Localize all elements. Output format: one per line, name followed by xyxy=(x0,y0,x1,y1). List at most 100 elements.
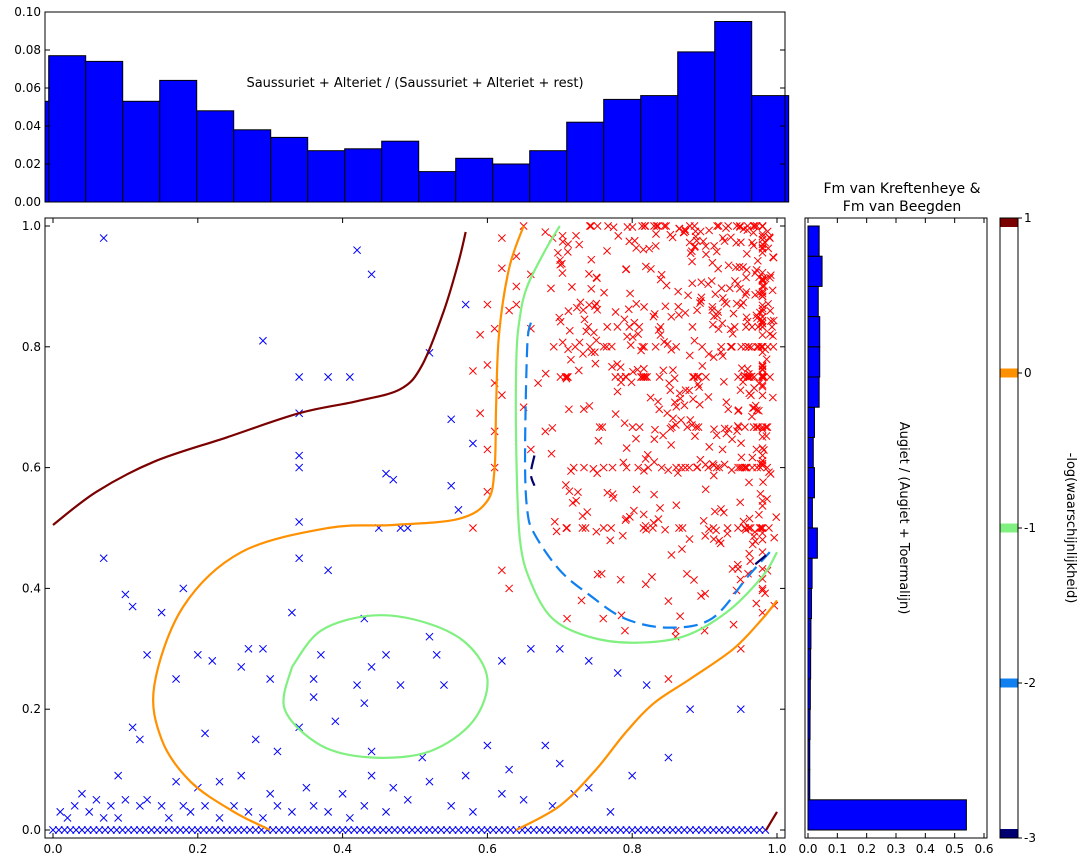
right-histogram-label: Augiet / (Augiet + Toermalijn) xyxy=(896,422,911,615)
scatter-point-blue xyxy=(408,826,417,834)
scatter-point-red xyxy=(758,584,767,593)
scatter-point-blue xyxy=(460,826,469,834)
scatter-point-blue xyxy=(215,777,224,786)
scatter-point-blue xyxy=(159,826,168,834)
scatter-point-red xyxy=(497,264,506,273)
scatter-point-red xyxy=(705,226,714,235)
colorbar-band--1 xyxy=(1000,523,1018,533)
scatter-point-blue xyxy=(237,771,246,780)
scatter-point-blue xyxy=(321,826,330,834)
scatter-point-red xyxy=(534,379,543,387)
scatter-point-red xyxy=(728,329,737,338)
scatter-point-red xyxy=(592,299,601,308)
scatter-point-blue xyxy=(295,554,304,563)
scatter-point-red xyxy=(715,536,724,545)
scatter-point-red xyxy=(748,540,757,549)
scatter-point-red xyxy=(688,322,697,331)
scatter-point-red xyxy=(578,524,587,532)
scatter-point-red xyxy=(632,434,640,443)
scatter-point-blue xyxy=(505,765,514,774)
scatter-point-red xyxy=(629,367,637,376)
scatter-point-red xyxy=(628,333,637,341)
scatter-point-blue xyxy=(101,826,110,834)
top-histogram-bar xyxy=(529,150,568,203)
scatter-point-red xyxy=(547,284,555,293)
scatter-point-red xyxy=(641,373,650,381)
scatter-point-red xyxy=(656,275,665,284)
scatter-point-red xyxy=(758,304,767,313)
scatter-point-blue xyxy=(468,807,477,816)
scatter-point-red xyxy=(681,386,690,395)
scatter-point-blue xyxy=(584,656,593,665)
scatter-point-blue xyxy=(193,650,202,659)
scatter-point-red xyxy=(585,222,594,230)
scatter-point-blue xyxy=(755,826,764,834)
scatter-point-blue xyxy=(188,826,196,834)
right-histogram-bar xyxy=(807,225,820,257)
scatter-point-blue xyxy=(244,644,253,653)
scatter-point-red xyxy=(768,322,776,331)
scatter-point-red xyxy=(624,305,633,314)
top-histogram-bar xyxy=(677,51,716,203)
scatter-point-red xyxy=(758,301,767,310)
scatter-point-red xyxy=(750,527,759,536)
scatter-point-red xyxy=(747,412,756,421)
scatter-point-red xyxy=(616,373,625,381)
scatter-point-red xyxy=(563,524,571,532)
scatter-point-blue xyxy=(732,826,741,834)
scatter-point-red xyxy=(765,233,774,242)
scatter-point-red xyxy=(566,355,575,364)
scatter-point-blue xyxy=(130,826,139,834)
scatter-point-blue xyxy=(584,783,593,792)
scatter-point-red xyxy=(732,222,741,230)
scatter-point-red xyxy=(692,423,701,432)
scatter-point-blue xyxy=(157,801,166,810)
scatter-point-blue xyxy=(744,826,752,834)
colorbar-label: -log(waarschijnlijkheid) xyxy=(1063,453,1078,604)
scatter-point-red xyxy=(704,525,713,534)
scatter-point-red xyxy=(761,589,770,598)
scatter-point-red xyxy=(714,325,723,334)
scatter-point-red xyxy=(709,471,718,480)
scatter-point-blue xyxy=(552,826,561,834)
scatter-point-blue xyxy=(332,826,341,834)
scatter-point-blue xyxy=(680,826,689,834)
scatter-point-red xyxy=(758,331,767,340)
scatter-point-blue xyxy=(54,826,63,834)
scatter-point-blue xyxy=(292,826,301,834)
scatter-y-tick-label: 0.6 xyxy=(22,461,41,475)
scatter-point-blue xyxy=(367,771,376,780)
scatter-point-red xyxy=(603,488,612,497)
scatter-point-blue xyxy=(466,826,474,834)
scatter-point-red xyxy=(622,463,631,472)
right-histogram-bar xyxy=(807,799,967,831)
scatter-point-blue xyxy=(361,826,370,834)
scatter-point-blue xyxy=(99,813,108,822)
scatter-point-blue xyxy=(298,826,307,834)
scatter-point-red xyxy=(701,531,710,540)
scatter-point-red xyxy=(578,512,587,520)
scatter-point-blue xyxy=(315,826,324,834)
scatter-points xyxy=(49,222,781,834)
scatter-point-blue xyxy=(555,644,564,653)
colorbar-tick-label: -3 xyxy=(1024,831,1036,845)
scatter-point-red xyxy=(742,313,751,322)
contour-line-level--1 xyxy=(514,225,778,644)
scatter-point-red xyxy=(512,282,521,291)
top-histogram-bar xyxy=(344,148,383,203)
colorbar-band-0 xyxy=(1000,368,1018,378)
scatter-point-red xyxy=(650,310,659,318)
scatter-point-red xyxy=(763,494,772,503)
scatter-point-red xyxy=(582,327,591,336)
colorbar-tick-label: 1 xyxy=(1024,211,1032,225)
colorbar-tick-label: -1 xyxy=(1024,521,1036,535)
scatter-point-red xyxy=(632,485,641,494)
scatter-point-blue xyxy=(437,826,446,834)
scatter-point-blue xyxy=(564,826,573,834)
scatter-point-red xyxy=(664,466,673,475)
scatter-point-red xyxy=(685,386,694,395)
scatter-point-red xyxy=(604,222,613,230)
scatter-point-red xyxy=(748,453,757,462)
scatter-point-red xyxy=(748,322,757,331)
scatter-point-red xyxy=(711,290,720,299)
